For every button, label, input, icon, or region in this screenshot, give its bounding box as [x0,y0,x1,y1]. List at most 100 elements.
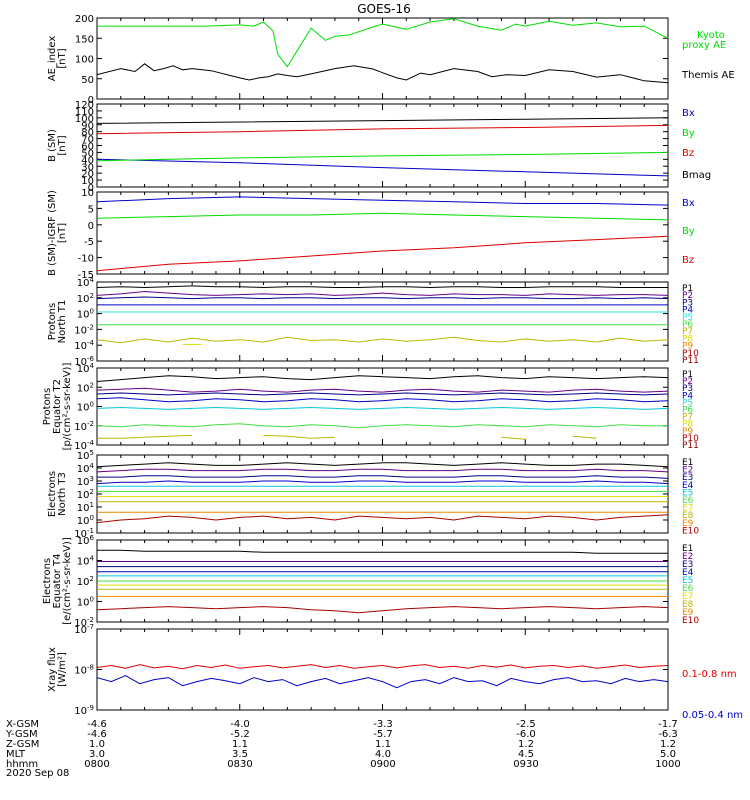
legend-label: E9 [682,519,694,529]
y-tick-label: 102 [77,381,94,394]
y-axis-label: B (SM)[nT] [47,129,68,162]
series-line [97,514,668,524]
y-tick-label: 10-2 [74,323,94,336]
legend-label: Bmag [682,170,711,181]
panel-frame [96,17,669,100]
ephemeris-value: 1.2 [660,739,676,750]
legend-label: 0.05-0.4 nm [682,710,743,721]
legend-label: P9 [682,342,693,352]
y-tick-label: 60 [81,142,94,153]
series-line [97,664,668,670]
series-line [97,117,668,124]
ephemeris-value: 0800 [84,759,109,770]
ephemeris-value: 1.1 [375,739,391,750]
y-tick-label: 10-2 [74,420,94,433]
series-line [97,290,668,296]
legend-label: P4 [682,391,693,401]
ephemeris-label: X-GSM [6,719,39,730]
date-label: 2020 Sep 08 [6,768,69,779]
series-line [97,475,668,479]
y-tick-label: 100 [77,514,94,527]
legend-label: P11 [682,441,699,451]
series-line [97,423,668,429]
ephemeris-value: 1.2 [518,739,534,750]
y-tick-label: 80 [81,128,94,139]
legend-label: P1 [682,370,693,380]
legend-label: Bx [682,108,695,119]
chart-title: GOES-16 [357,2,411,16]
y-tick-label: -10 [78,254,94,265]
ephemeris-value: 4.0 [375,749,391,760]
legend-label: P1 [682,284,693,294]
y-tick-label: 10-8 [74,664,94,677]
legend-label: E5 [682,488,693,498]
legend-label: E10 [682,616,699,626]
y-tick-label: 90 [81,121,94,132]
y-tick-label: 103 [77,475,94,488]
series-line [97,212,668,221]
series-line [97,196,668,206]
y-tick-label: 200 [75,14,94,25]
y-tick-label: 120 [75,100,94,111]
legend-label: P6 [682,320,693,330]
legend-label: E4 [682,481,694,491]
legend-label: Bz [682,255,694,266]
y-tick-label: 101 [77,501,94,514]
legend-label: P9 [682,427,693,437]
y-tick-label: -5 [84,237,94,248]
series-line [97,296,668,300]
legend-label: E3 [682,560,693,570]
legend-label: E2 [682,552,693,562]
legend-label: P5 [682,313,693,323]
series-line [97,375,668,382]
legend-label: P11 [682,356,699,366]
y-axis-label: B (SM)-IGRF (SM)[nT] [47,190,68,276]
legend-label: By [682,128,695,139]
y-tick-label: 0 [88,95,94,106]
legend-label: P10 [682,434,699,444]
y-tick-label: 100 [77,401,94,414]
legend-label: E3 [682,473,693,483]
ephemeris-value: 0830 [227,759,252,770]
legend-label: E4 [682,568,694,578]
series-line [97,151,668,162]
ephemeris-value: 4.5 [518,749,534,760]
legend-label: P4 [682,306,693,316]
series-line [97,606,668,614]
series-line [97,18,668,68]
y-tick-label: 102 [77,292,94,305]
y-tick-label: 5 [88,204,94,215]
series-line [97,124,668,135]
y-axis-label: Xray flux[W/m²] [47,647,68,692]
ephemeris-value: 3.0 [89,749,105,760]
series-line [97,549,668,554]
panel-frame [96,191,669,275]
y-tick-label: -15 [78,270,94,281]
legend-label: P10 [682,349,699,359]
legend-label: P6 [682,406,693,416]
legend-label: P3 [682,384,693,394]
series-line [97,397,668,403]
series-line [97,392,668,396]
series-line [97,235,668,272]
ephemeris-value: 1000 [655,759,680,770]
legend-label: proxy AE [682,40,726,51]
legend-label: P3 [682,298,693,308]
y-tick-label: 104 [77,555,95,568]
legend-label: E1 [682,458,693,468]
legend-label: E8 [682,511,694,521]
legend-label: E10 [682,526,699,536]
series-line [97,462,668,468]
panel-frame [96,628,669,711]
y-axis-label: AE_index[nT] [47,36,68,82]
legend-digrf: Bx By Bz [682,198,695,266]
series-line [97,63,668,84]
ephemeris-value: -6.3 [658,729,678,740]
legend-label: E7 [682,504,693,514]
series-line [97,434,597,440]
